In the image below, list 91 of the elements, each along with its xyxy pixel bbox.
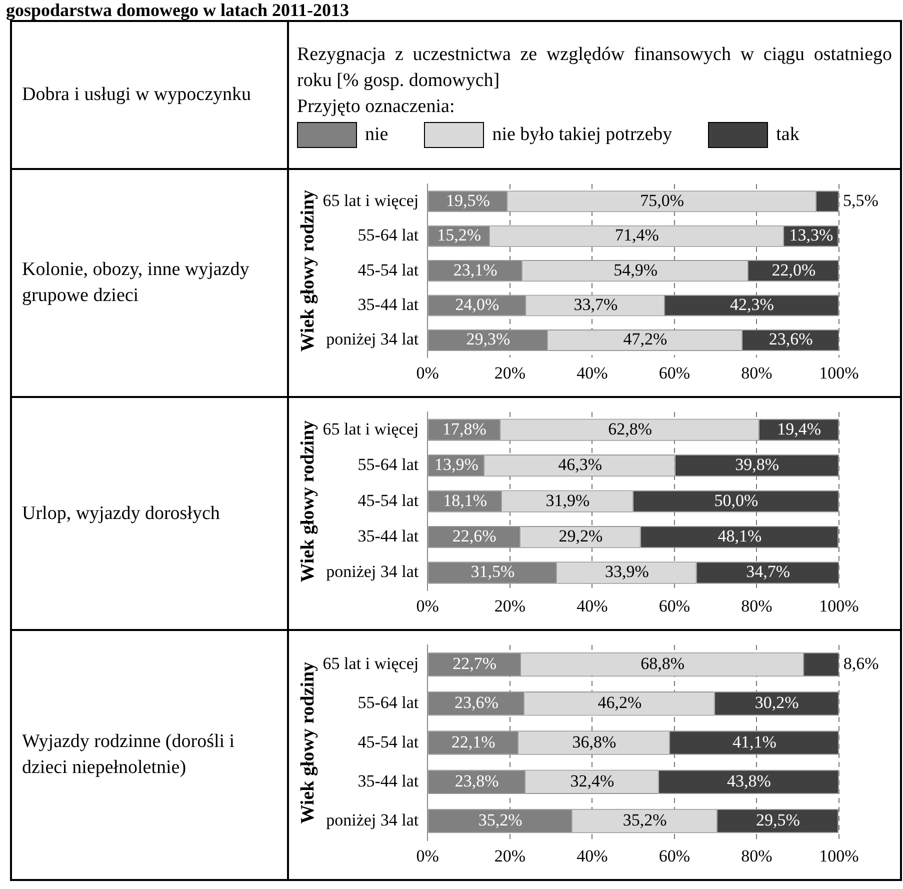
data-label: 46,3% bbox=[558, 455, 602, 474]
data-label: 36,8% bbox=[572, 732, 616, 752]
data-label: 22,6% bbox=[452, 526, 496, 546]
x-tick-label: 40% bbox=[576, 596, 608, 616]
x-tick-label: 20% bbox=[494, 846, 526, 866]
text: Kolonie, obozy, inne wyjazdy grupowe dzieci bbox=[11, 169, 288, 397]
text: Przyjęto oznaczenia: bbox=[297, 95, 456, 119]
data-label: 22,0% bbox=[772, 260, 816, 280]
data-label: 17,8% bbox=[442, 419, 486, 438]
data-label: 22,1% bbox=[451, 732, 496, 752]
x-tick-label: 80% bbox=[741, 363, 772, 382]
y-axis-title: Wiek głowy rodziny bbox=[297, 189, 318, 352]
data-label: 32,4% bbox=[570, 771, 614, 790]
y-tick-label: 45-54 lat bbox=[358, 732, 419, 752]
data-label: 39,8% bbox=[735, 455, 780, 474]
x-tick-label: 80% bbox=[741, 596, 772, 616]
x-tick-label: 0% bbox=[416, 596, 439, 616]
data-label: 71,4% bbox=[615, 226, 659, 245]
data-label: 54,9% bbox=[614, 260, 658, 280]
data-label: 41,1% bbox=[732, 732, 776, 752]
text: Wyjazdy rodzinne (dorośli i dzieci niepełnoletnie) bbox=[11, 630, 288, 880]
data-label: 23,6% bbox=[768, 330, 813, 349]
y-tick-label: 35-44 lat bbox=[358, 526, 419, 546]
data-label: 19,5% bbox=[446, 190, 490, 210]
text: Dobra i usługi w wypoczynku bbox=[11, 21, 288, 169]
y-tick-label: 35-44 lat bbox=[358, 294, 419, 314]
y-tick-label: 65 lat i więcej bbox=[322, 190, 419, 210]
y-tick-label: poniżej 34 lat bbox=[326, 330, 419, 349]
data-label: 23,1% bbox=[453, 260, 498, 280]
data-label: 33,7% bbox=[574, 294, 618, 314]
data-label: 42,3% bbox=[730, 294, 774, 314]
x-tick-label: 40% bbox=[576, 363, 608, 382]
data-label: 48,1% bbox=[718, 526, 762, 546]
data-label: 68,8% bbox=[640, 654, 684, 674]
data-label: 29,5% bbox=[756, 810, 800, 830]
y-tick-label: 55-64 lat bbox=[358, 693, 419, 712]
data-label: 35,2% bbox=[622, 810, 667, 830]
data-label: 13,9% bbox=[434, 455, 478, 474]
data-label: 46,2% bbox=[598, 693, 642, 712]
data-label: 29,2% bbox=[558, 526, 603, 546]
data-label: 31,5% bbox=[470, 562, 515, 582]
x-tick-label: 60% bbox=[658, 363, 690, 382]
y-tick-label: 45-54 lat bbox=[358, 490, 419, 510]
legend-label: nie było takiej potrzeby bbox=[492, 123, 672, 147]
data-label: 22,7% bbox=[452, 654, 497, 674]
x-tick-label: 0% bbox=[416, 846, 439, 866]
data-label: 19,4% bbox=[777, 419, 822, 438]
y-tick-label: poniżej 34 lat bbox=[326, 810, 419, 830]
y-tick-label: 55-64 lat bbox=[358, 455, 419, 474]
data-label: 30,2% bbox=[754, 693, 799, 712]
data-label: 29,3% bbox=[466, 330, 510, 349]
data-label: 47,2% bbox=[623, 330, 668, 349]
y-tick-label: 55-64 lat bbox=[358, 226, 419, 245]
y-axis-title: Wiek głowy rodziny bbox=[297, 420, 318, 582]
data-label: 8,6% bbox=[843, 654, 879, 674]
x-tick-label: 0% bbox=[416, 363, 439, 382]
data-label: 34,7% bbox=[746, 562, 790, 582]
y-tick-label: poniżej 34 lat bbox=[326, 562, 419, 582]
data-label: 23,6% bbox=[454, 693, 498, 712]
data-label: 24,0% bbox=[455, 294, 500, 314]
x-tick-label: 40% bbox=[576, 846, 608, 866]
data-label: 23,8% bbox=[454, 771, 499, 790]
x-tick-label: 100% bbox=[819, 363, 859, 382]
data-label: 62,8% bbox=[608, 419, 652, 438]
x-tick-label: 20% bbox=[494, 596, 526, 616]
y-tick-label: 65 lat i więcej bbox=[322, 419, 419, 438]
data-label: 50,0% bbox=[714, 490, 758, 510]
x-tick-label: 100% bbox=[819, 596, 859, 616]
x-tick-label: 80% bbox=[741, 846, 772, 866]
data-label: 5,5% bbox=[843, 190, 878, 210]
x-tick-label: 20% bbox=[494, 363, 526, 382]
data-label: 43,8% bbox=[726, 771, 771, 790]
x-tick-label: 100% bbox=[819, 846, 859, 866]
y-tick-label: 65 lat i więcej bbox=[322, 654, 419, 674]
data-label: 18,1% bbox=[443, 490, 488, 510]
legend-label: tak bbox=[776, 123, 800, 147]
x-tick-label: 60% bbox=[658, 846, 690, 866]
text: Rezygnacja z uczestnictwa ze względów finansowych w ciągu ostatniego roku [% gosp. domowych] bbox=[297, 43, 892, 93]
data-label: 13,3% bbox=[789, 226, 834, 245]
data-label: 35,2% bbox=[478, 810, 522, 830]
text: Urlop, wyjazdy dorosłych bbox=[11, 397, 288, 630]
y-tick-label: 45-54 lat bbox=[358, 260, 419, 280]
data-label: 33,9% bbox=[604, 562, 649, 582]
y-axis-title: Wiek głowy rodziny bbox=[297, 661, 318, 824]
y-tick-label: 35-44 lat bbox=[358, 771, 419, 790]
data-label: 15,2% bbox=[437, 226, 482, 245]
data-label: 31,9% bbox=[546, 490, 590, 510]
x-tick-label: 60% bbox=[658, 596, 690, 616]
legend-label: nie bbox=[365, 123, 388, 147]
text: gospodarstwa domowego w latach 2011-2013 bbox=[5, 0, 350, 20]
data-label: 75,0% bbox=[640, 190, 684, 210]
